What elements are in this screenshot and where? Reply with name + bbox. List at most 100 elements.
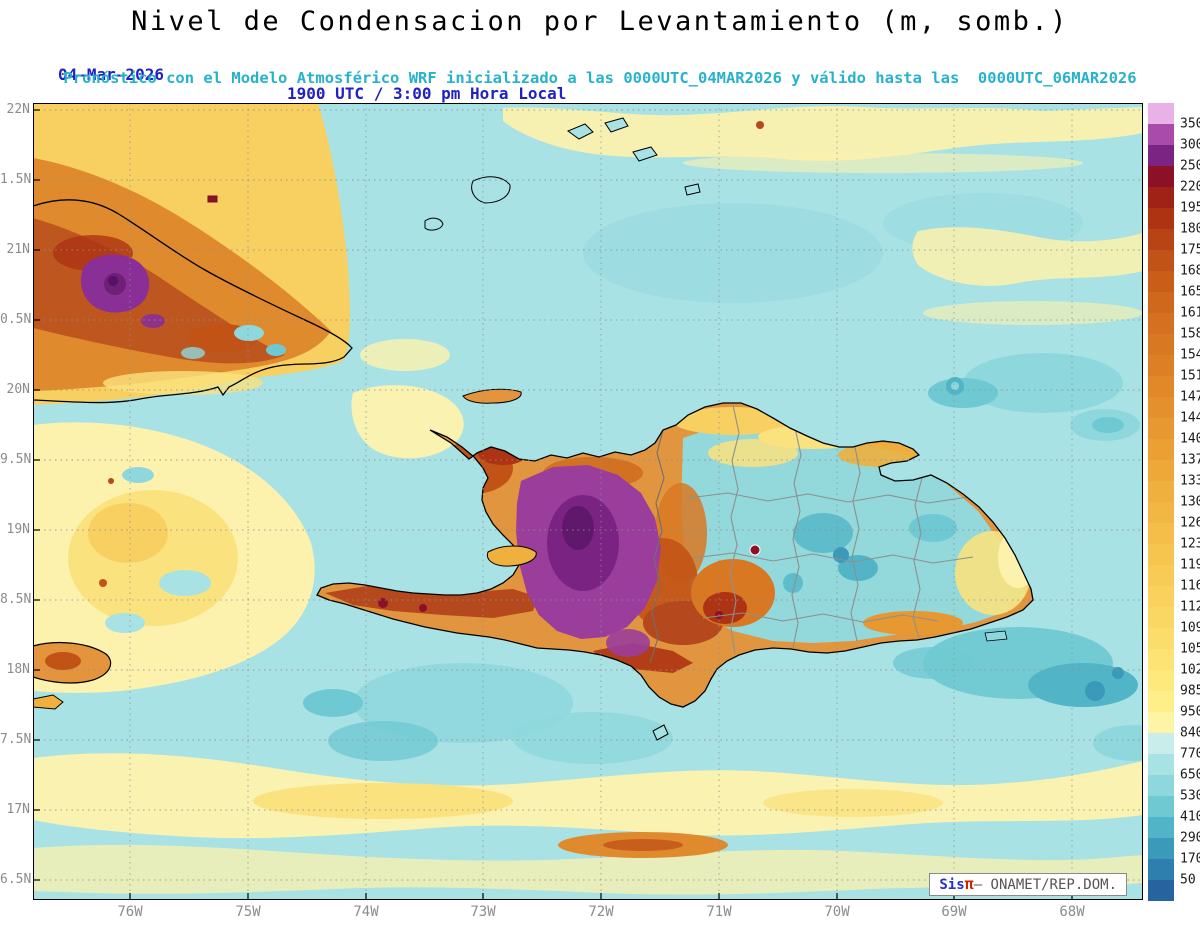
- colorbar-swatch: [1148, 460, 1174, 481]
- colorbar-label: 170: [1180, 851, 1200, 867]
- colorbar-label: 410: [1180, 809, 1200, 825]
- colorbar-swatch: [1148, 838, 1174, 859]
- colorbar-band: 1335: [1148, 460, 1200, 488]
- colorbar-swatch: [1148, 817, 1174, 838]
- y-axis-label: 19N: [6, 522, 30, 537]
- watermark: Sisπ— ONAMET/REP.DOM.: [929, 873, 1127, 896]
- colorbar-swatch: [1148, 229, 1174, 250]
- watermark-pi-icon: π: [964, 875, 974, 893]
- colorbar-swatch: [1148, 376, 1174, 397]
- y-axis-label: 7.5N: [0, 732, 32, 747]
- colorbar-swatch: [1148, 544, 1174, 565]
- x-axis-label: 70W: [824, 904, 850, 920]
- map-plot: [33, 103, 1143, 900]
- colorbar-swatch: [1148, 502, 1174, 523]
- colorbar-band: 1615: [1148, 292, 1200, 320]
- colorbar-band: 1265: [1148, 502, 1200, 530]
- province-borders: [649, 404, 999, 664]
- colorbar-label: 1650: [1180, 284, 1200, 300]
- colorbar-swatch: [1148, 208, 1174, 229]
- hispaniola-coastline: [316, 402, 1034, 708]
- colorbar-label: 530: [1180, 788, 1200, 804]
- colorbar-label: 1510: [1180, 368, 1200, 384]
- x-axis-label: 76W: [117, 904, 143, 920]
- y-axis-label: 0.5N: [0, 312, 32, 327]
- colorbar-label: 1300: [1180, 494, 1200, 510]
- colorbar-swatch: [1148, 334, 1174, 355]
- colorbar-band: 770: [1148, 733, 1200, 761]
- colorbar-label: 2500: [1180, 158, 1200, 174]
- colorbar-band: 840: [1148, 712, 1200, 740]
- colorbar-band: 1195: [1148, 544, 1200, 572]
- colorbar-label: 1475: [1180, 389, 1200, 405]
- y-axis-label: 20N: [6, 382, 30, 397]
- y-axis-label: 22N: [6, 102, 30, 117]
- colorbar-band: 1300: [1148, 481, 1200, 509]
- colorbar-swatch: [1148, 187, 1174, 208]
- colorbar-band: 1545: [1148, 334, 1200, 362]
- colorbar-label: 985: [1180, 683, 1200, 699]
- colorbar-band: 290: [1148, 817, 1200, 845]
- colorbar-band: 1650: [1148, 271, 1200, 299]
- colorbar-band: 950: [1148, 691, 1200, 719]
- colorbar-label: 1405: [1180, 431, 1200, 447]
- x-axis-label: 75W: [235, 904, 261, 920]
- map-fill-layers: [33, 103, 1143, 900]
- colorbar-band: 1800: [1148, 208, 1200, 236]
- colorbar-label: 1950: [1180, 200, 1200, 216]
- colorbar-band: 1950: [1148, 187, 1200, 215]
- colorbar-swatch: [1148, 565, 1174, 586]
- colorbar-label: 1195: [1180, 557, 1200, 573]
- colorbar-band: 50: [1148, 859, 1200, 887]
- colorbar-band: 985: [1148, 670, 1200, 698]
- colorbar-label: 1440: [1180, 410, 1200, 426]
- colorbar-swatch: [1148, 166, 1174, 187]
- colorbar-label: 840: [1180, 725, 1200, 741]
- colorbar-label: 1055: [1180, 641, 1200, 657]
- x-axis-label: 68W: [1059, 904, 1085, 920]
- colorbar-swatch: [1148, 691, 1174, 712]
- colorbar-band: 1440: [1148, 397, 1200, 425]
- colorbar-band: 1580: [1148, 313, 1200, 341]
- colorbar-label: 1335: [1180, 473, 1200, 489]
- colorbar-label: 1370: [1180, 452, 1200, 468]
- colorbar-swatch: [1148, 649, 1174, 670]
- x-axis-label: 69W: [941, 904, 967, 920]
- y-axis-label: 8.5N: [0, 592, 32, 607]
- map-canvas: Sisπ— ONAMET/REP.DOM.: [33, 103, 1143, 900]
- colorbar: 3500 3000 2500 2200 1950 1800 1750 1685 1650 1615…: [1148, 103, 1200, 903]
- colorbar-band: 1510: [1148, 355, 1200, 383]
- colorbar-label: 1615: [1180, 305, 1200, 321]
- colorbar-band: 1370: [1148, 439, 1200, 467]
- colorbar-label: 1750: [1180, 242, 1200, 258]
- colorbar-swatch: [1148, 754, 1174, 775]
- colorbar-band: 3000: [1148, 124, 1200, 152]
- colorbar-label: 1125: [1180, 599, 1200, 615]
- colorbar-swatch: [1148, 712, 1174, 733]
- colorbar-band: [1148, 880, 1200, 901]
- colorbar-band: 1160: [1148, 565, 1200, 593]
- watermark-brand: Sis: [939, 877, 965, 893]
- colorbar-band: 2200: [1148, 166, 1200, 194]
- colorbar-label: 290: [1180, 830, 1200, 846]
- cuba-landmass: [33, 103, 353, 405]
- colorbar-band: 650: [1148, 754, 1200, 782]
- colorbar-band: 410: [1148, 796, 1200, 824]
- colorbar-swatch: [1148, 859, 1174, 880]
- colorbar-band: 1125: [1148, 586, 1200, 614]
- colorbar-band: 3500: [1148, 103, 1200, 131]
- colorbar-label: 1230: [1180, 536, 1200, 552]
- small-islands: [33, 117, 1008, 741]
- colorbar-swatch: [1148, 250, 1174, 271]
- colorbar-swatch: [1148, 418, 1174, 439]
- colorbar-label: 3000: [1180, 137, 1200, 153]
- colorbar-label: 1685: [1180, 263, 1200, 279]
- header-date: 04–Mar–2026: [58, 65, 164, 84]
- colorbar-label: 2200: [1180, 179, 1200, 195]
- colorbar-label: 770: [1180, 746, 1200, 762]
- colorbar-label: 1090: [1180, 620, 1200, 636]
- colorbar-band: 1230: [1148, 523, 1200, 551]
- colorbar-swatch: [1148, 523, 1174, 544]
- colorbar-swatch: [1148, 355, 1174, 376]
